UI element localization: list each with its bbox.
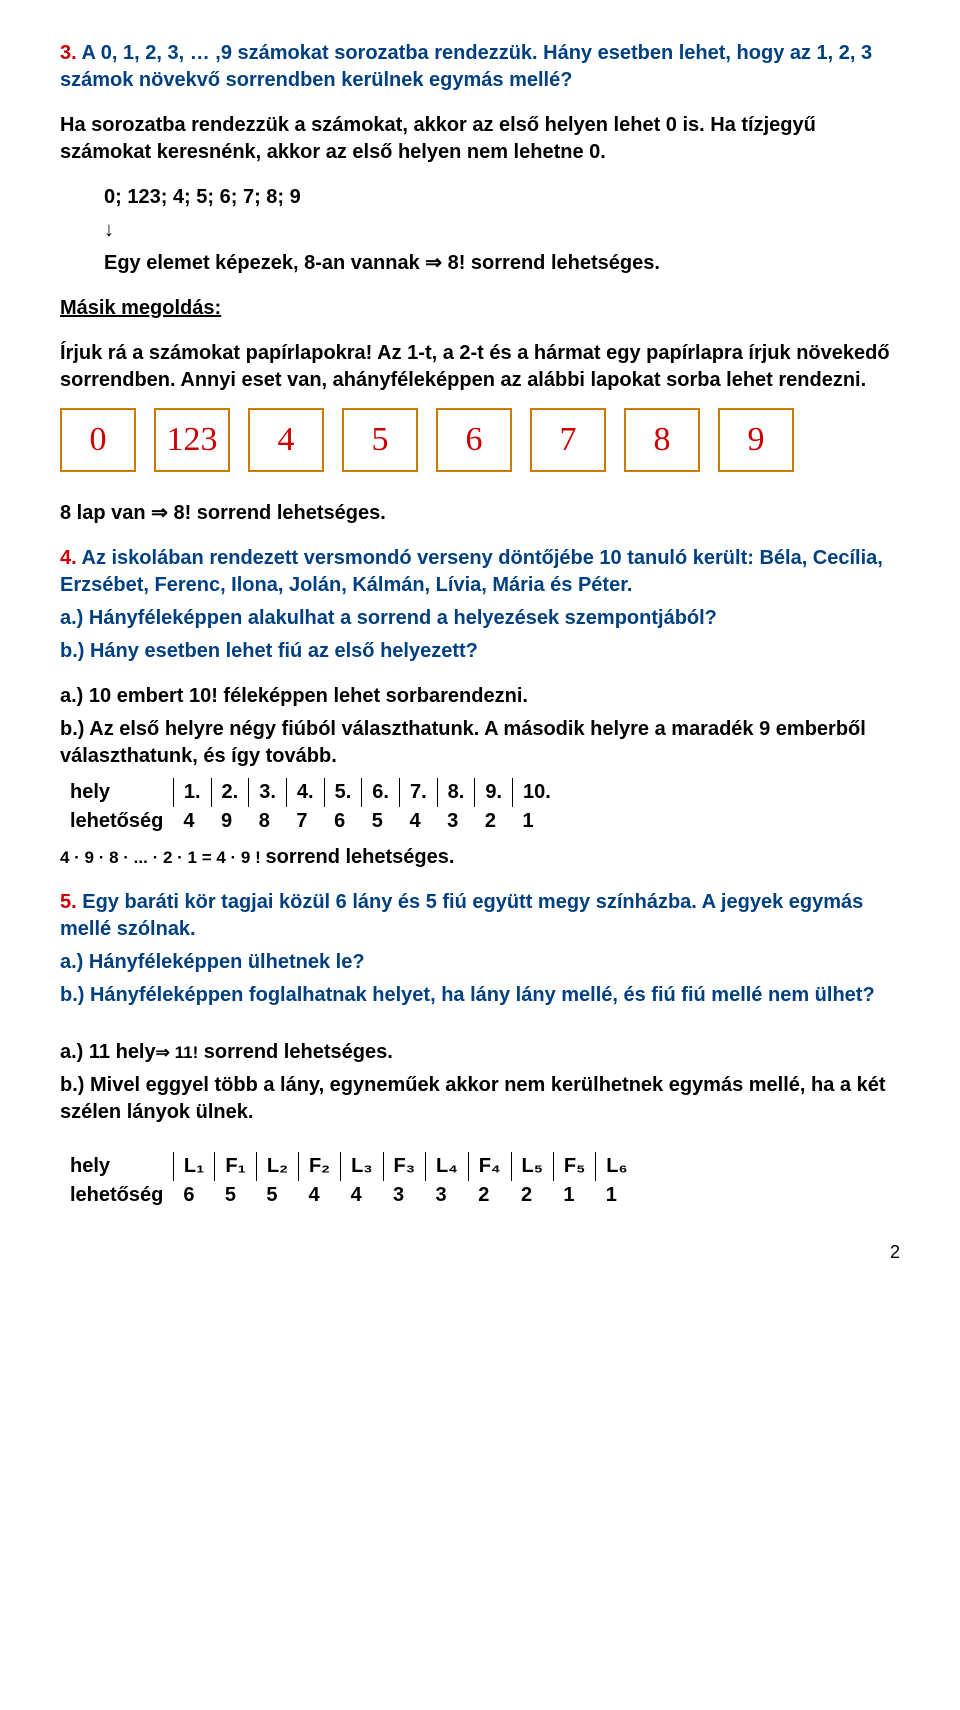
p5-title: 5. Egy baráti kör tagjai közül 6 lány és… [60,889,900,943]
card: 6 [436,408,512,472]
card: 123 [154,408,230,472]
row-label: lehetőség [60,807,173,836]
p5-ans-b: b.) Mivel eggyel több a lány, egyneműek … [60,1072,900,1126]
card: 8 [624,408,700,472]
p5-ans-a: a.) 11 hely⇒ 11! sorrend lehetséges. [60,1039,900,1066]
p4-qb: b.) Hány esetben lehet fiú az első helye… [60,638,900,665]
p3-line2: Egy elemet képezek, 8-an vannak ⇒ 8! sor… [104,250,900,277]
p3-seq: 0; 123; 4; 5; 6; 7; 8; 9 [104,184,900,211]
card: 0 [60,408,136,472]
row-label: hely [60,778,173,807]
p5-table: hely L₁ F₁ L₂ F₂ L₃ F₃ L₄ F₄ L₅ F₅ L₆ le… [60,1152,638,1210]
p4-title-text: Az iskolában rendezett versmondó verseny… [60,547,883,596]
p3-alt-title: Másik megoldás: [60,295,900,322]
p4-formula-text: sorrend lehetséges. [265,846,454,868]
p3-conclusion: 8 lap van ⇒ 8! sorrend lehetséges. [60,500,900,527]
row-label: hely [60,1152,173,1181]
table-row: lehetőség 6 5 5 4 4 3 3 2 2 1 1 [60,1181,638,1210]
p4-title: 4. Az iskolában rendezett versmondó vers… [60,545,900,599]
card: 4 [248,408,324,472]
p3-alt-body: Írjuk rá a számokat papírlapokra! Az 1-t… [60,340,900,394]
p4-formula-math: 4 · 9 · 8 · ... · 2 · 1 = 4 · 9 ! [60,848,265,867]
p3-num: 3. [60,42,77,64]
table-row: hely 1. 2. 3. 4. 5. 6. 7. 8. 9. 10. [60,778,561,807]
p4-qa: a.) Hányféleképpen alakulhat a sorrend a… [60,605,900,632]
p4-formula: 4 · 9 · 8 · ... · 2 · 1 = 4 · 9 ! sorren… [60,844,900,871]
p3-title: 3. A 0, 1, 2, 3, … ,9 számokat sorozatba… [60,40,900,94]
p5-qa: a.) Hányféleképpen ülhetnek le? [60,949,900,976]
p4-num: 4. [60,547,77,569]
p5-num: 5. [60,891,77,913]
card: 9 [718,408,794,472]
p5-title-text: Egy baráti kör tagjai közül 6 lány és 5 … [60,891,863,940]
p4-ans-a: a.) 10 embert 10! féleképpen lehet sorba… [60,683,900,710]
table-row: hely L₁ F₁ L₂ F₂ L₃ F₃ L₄ F₄ L₅ F₅ L₆ [60,1152,638,1181]
p3-arrow: ↓ [104,217,900,244]
table-row: lehetőség 4 9 8 7 6 5 4 3 2 1 [60,807,561,836]
p3-title-text: A 0, 1, 2, 3, … ,9 számokat sorozatba re… [60,42,872,91]
p4-table: hely 1. 2. 3. 4. 5. 6. 7. 8. 9. 10. lehe… [60,778,561,836]
card-row: 0 123 4 5 6 7 8 9 [60,408,900,472]
page-number: 2 [60,1240,900,1264]
p3-line1: Ha sorozatba rendezzük a számokat, akkor… [60,112,900,166]
row-label: lehetőség [60,1181,173,1210]
p4-ans-b: b.) Az első helyre négy fiúból választha… [60,716,900,770]
card: 7 [530,408,606,472]
p5-qb: b.) Hányféleképpen foglalhatnak helyet, … [60,982,900,1009]
card: 5 [342,408,418,472]
